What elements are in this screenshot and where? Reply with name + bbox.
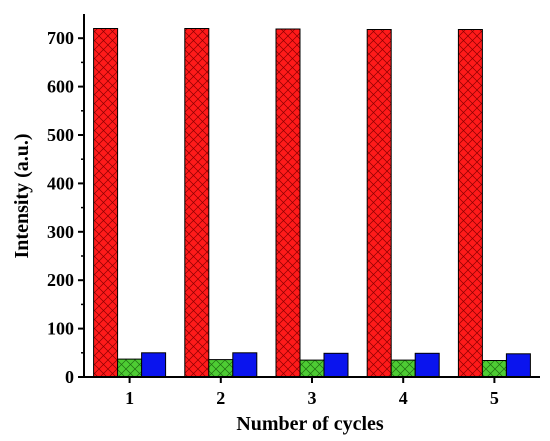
x-tick-label: 4 (399, 388, 408, 408)
y-axis-title: Intensity (a.u.) (11, 133, 33, 258)
plot-area (93, 28, 531, 378)
bar-cycle-4-series-2 (390, 359, 416, 378)
bar-cycle-3-series-1 (275, 28, 301, 378)
x-tick-label: 3 (308, 388, 317, 408)
x-axis-title: Number of cycles (236, 413, 384, 435)
bar-cycle-1-series-1 (93, 28, 119, 378)
bar-cycle-1-series-3 (141, 352, 167, 378)
y-tick-label: 400 (47, 173, 74, 193)
bar-cycle-3-series-3 (323, 352, 349, 378)
y-tick-label: 0 (65, 367, 74, 387)
bar-cycle-2-series-2 (208, 359, 234, 378)
bar-cycle-4-series-1 (366, 29, 392, 378)
bar-cycle-2-series-1 (184, 28, 210, 378)
y-tick-label: 300 (47, 222, 74, 242)
bar-cycle-2-series-3 (232, 352, 258, 378)
bar-cycle-4-series-3 (414, 352, 440, 378)
axes: 1 2 3 4 5 0 100 200 300 400 500 600 700 (47, 14, 540, 408)
x-tick-label: 2 (216, 388, 225, 408)
x-tick-label: 1 (125, 388, 134, 408)
y-tick-label: 700 (47, 28, 74, 48)
y-tick-label: 200 (47, 270, 74, 290)
bar-cycle-5-series-3 (505, 353, 531, 378)
y-tick-label: 100 (47, 319, 74, 339)
y-tick-label: 600 (47, 77, 74, 97)
bar-cycle-5-series-2 (481, 360, 507, 378)
bar-cycle-1-series-2 (117, 358, 143, 378)
x-tick-label: 5 (490, 388, 499, 408)
bar-cycle-3-series-2 (299, 359, 325, 378)
bar-cycle-5-series-1 (457, 29, 483, 378)
y-tick-label: 500 (47, 125, 74, 145)
